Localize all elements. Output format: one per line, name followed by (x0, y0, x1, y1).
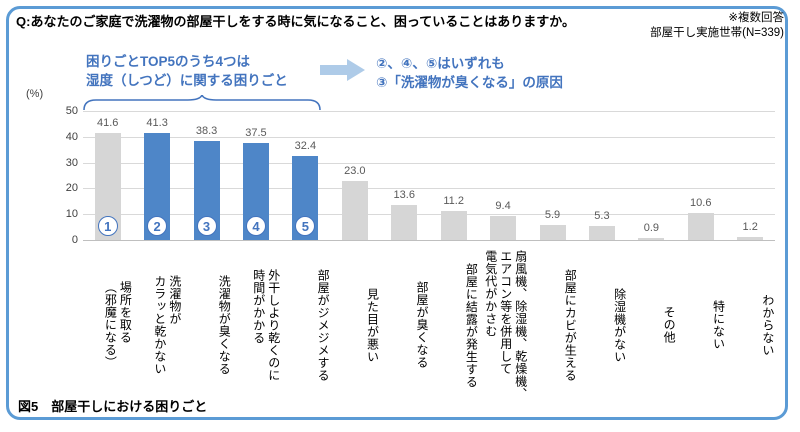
bar-value-label: 5.3 (594, 210, 610, 222)
bar-11[interactable] (588, 226, 615, 240)
bar-value-label: 41.6 (96, 117, 119, 129)
bar-value-label: 1.2 (742, 221, 758, 233)
category-label-5: 部屋がジメジメする (316, 268, 331, 382)
bar-column-1: 41.6 1 場所を取る （邪魔になる） (83, 111, 132, 407)
category-label-7: 部屋が臭くなる (414, 281, 429, 369)
category-label-12: その他 (662, 306, 677, 344)
bar-value-label: 38.3 (195, 125, 218, 137)
bar-value-label: 37.5 (245, 127, 267, 139)
bar-value-label: 9.4 (495, 200, 511, 212)
bar-value-label: 0.9 (643, 222, 659, 234)
category-label-14: わからない (760, 293, 775, 357)
bar-value-label: 23.0 (344, 165, 366, 177)
category-label-1: 場所を取る （邪魔になる） (103, 281, 133, 369)
bar-column-12: 0.9 その他 (627, 111, 676, 407)
y-axis-unit-label: (%) (26, 88, 44, 100)
rank-marker-3: 3 (196, 216, 217, 236)
bar-column-8: 11.2 部屋に結露が発生する (429, 111, 478, 407)
category-label-6: 見た目が悪い (365, 287, 380, 363)
top5-brace (83, 95, 321, 111)
bar-9[interactable] (490, 216, 517, 240)
bar-7[interactable] (391, 205, 418, 240)
bar-value-label: 5.9 (544, 209, 561, 221)
category-label-10: 部屋にカビが生える (563, 268, 578, 382)
bar-column-14: 1.2 わからない (725, 111, 775, 407)
right-arrow-icon (320, 59, 365, 81)
annotation-odor-cause: ②、④、⑤はいずれも ③「洗濯物が臭くなる」の原因 (376, 56, 563, 90)
bar-column-2: 41.3 2 洗濯物が カラッと乾かない (132, 111, 182, 407)
bar-column-5: 32.4 5 部屋がジメジメする (281, 111, 330, 407)
bar-6[interactable] (341, 181, 368, 240)
bar-column-4: 37.5 4 外干しより乾くのに 時間がかかる (231, 111, 281, 407)
bar-13[interactable] (687, 213, 714, 240)
category-label-8: 部屋に結露が発生する (464, 262, 479, 388)
bar-10[interactable] (539, 225, 566, 240)
bar-value-label: 10.6 (690, 197, 712, 209)
bars-container: 41.6 1 場所を取る （邪魔になる） 41.3 2 洗濯物が カラッと乾かない 38.3… (83, 111, 775, 407)
survey-notes: ※複数回答 部屋干し実施世帯(N=339) (650, 11, 784, 41)
bar-value-label: 11.2 (443, 195, 464, 207)
bar-column-13: 10.6 特にない (676, 111, 725, 407)
bar-14[interactable] (737, 237, 764, 240)
rank-marker-2: 2 (147, 216, 168, 236)
bar-8[interactable] (440, 211, 467, 240)
bar-column-11: 5.3 除湿機がない (577, 111, 627, 407)
category-label-13: 特にない (711, 300, 726, 350)
rank-marker-4: 4 (245, 216, 266, 236)
bar-value-label: 13.6 (393, 189, 415, 201)
question-title: Q:あなたのご家庭で洗濯物の部屋干しをする時に気になること、困っていることはあり… (16, 14, 576, 29)
category-label-4: 外干しより乾くのに 時間がかかる (251, 268, 281, 382)
figure-caption: 図5 部屋干しにおける困りごと (18, 399, 208, 414)
bar-column-7: 13.6 部屋が臭くなる (380, 111, 429, 407)
bar-column-10: 5.9 部屋にカビが生える (528, 111, 577, 407)
bar-value-label: 41.3 (146, 117, 168, 129)
category-label-11: 除湿機がない (612, 287, 627, 363)
rank-marker-1: 1 (97, 216, 118, 236)
rank-marker-5: 5 (295, 216, 316, 236)
bar-12[interactable] (638, 238, 665, 240)
bar-value-label: 32.4 (294, 140, 317, 152)
annotation-top5-humidity: 困りごとTOP5のうち4つは 湿度（しつど）に関する困りごと (86, 54, 288, 88)
bar-column-6: 23.0 見た目が悪い (330, 111, 380, 407)
bar-column-3: 38.3 3 洗濯物が臭くなる (182, 111, 231, 407)
multiple-answer-note: ※複数回答 (728, 12, 784, 24)
category-label-9: 扇風機、除湿機、乾燥機、 エアコン等を併用して 電気代がかさむ (483, 250, 528, 400)
category-label-2: 洗濯物が カラッと乾かない (152, 275, 182, 375)
sample-size-note: 部屋干し実施世帯(N=339) (650, 27, 784, 39)
category-label-3: 洗濯物が臭くなる (217, 275, 232, 375)
bar-column-9: 9.4 扇風機、除湿機、乾燥機、 エアコン等を併用して 電気代がかさむ (478, 111, 528, 407)
